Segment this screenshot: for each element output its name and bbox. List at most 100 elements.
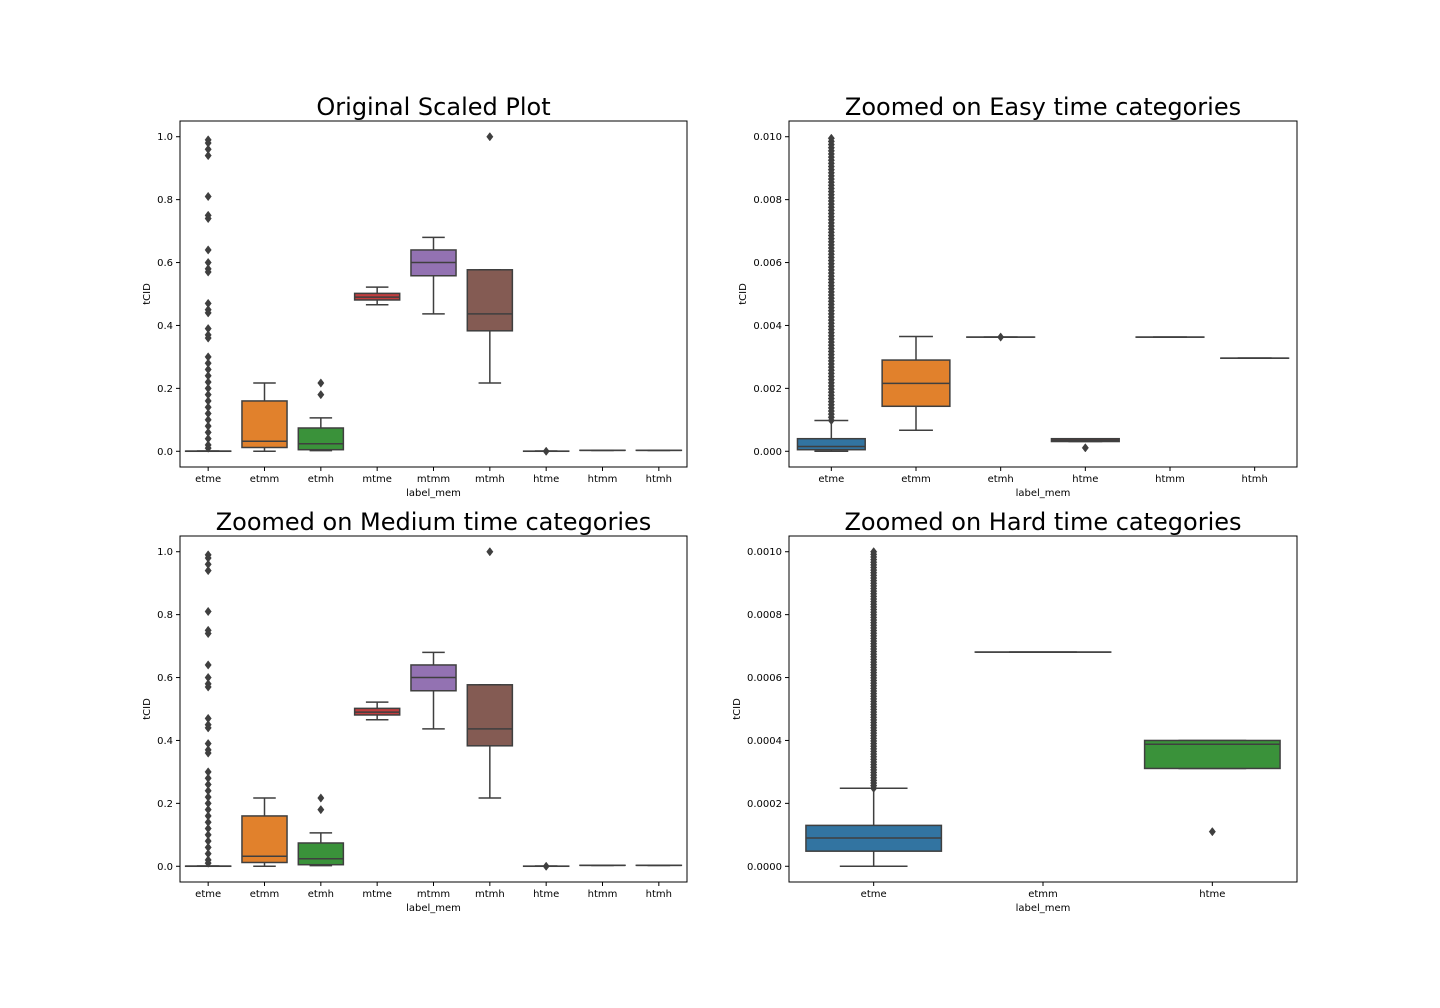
y-tick-label: 0.0004 [747, 736, 782, 747]
y-tick-label: 0.8 [157, 195, 173, 206]
box-etmm [241, 797, 288, 868]
outlier-point [204, 443, 212, 453]
x-axis-label: label_mem [406, 488, 461, 499]
x-tick-label: htmh [646, 474, 672, 485]
x-tick-label: mtmm [417, 474, 450, 485]
iqr-box [1143, 739, 1281, 770]
outlier-point [204, 245, 212, 255]
outlier-point [542, 861, 550, 871]
x-tick-label: etmh [308, 889, 334, 900]
chart-title: Zoomed on Hard time categories [844, 508, 1241, 536]
x-tick-label: etme [861, 889, 887, 900]
x-axis-label: label_mem [1016, 488, 1071, 499]
iqr-box [466, 269, 514, 332]
outlier-point [204, 682, 212, 692]
box-mtmm [410, 236, 457, 315]
x-tick-label: mtmh [475, 889, 505, 900]
y-tick-label: 0.6 [157, 258, 173, 269]
outlier-point [204, 660, 212, 670]
outlier-point [204, 191, 212, 202]
y-axis-label: tCID [142, 698, 153, 720]
axes-frame [179, 535, 688, 883]
panel-3: Zoomed on Medium time categories 0.0 0.2 0.… [142, 508, 688, 914]
box-etmm [241, 382, 288, 453]
outlier-point [486, 132, 494, 142]
x-tick-label: htmm [588, 889, 618, 900]
y-tick-label: 0.8 [157, 610, 173, 621]
box-mtmh [466, 132, 514, 384]
x-tick-label: mtme [362, 474, 392, 485]
x-tick-label: htmm [1155, 474, 1185, 485]
y-tick-label: 0.4 [157, 321, 173, 332]
x-tick-label: htme [533, 889, 559, 900]
x-tick-label: etmh [308, 474, 334, 485]
y-tick-label: 0.0 [157, 447, 173, 458]
x-tick-label: htmh [1241, 474, 1267, 485]
box-mtmh [466, 547, 514, 799]
outlier-point [204, 150, 212, 161]
x-axis-label: label_mem [406, 903, 461, 914]
axes-frame [179, 120, 688, 468]
y-tick-label: 0.0000 [747, 862, 782, 873]
y-tick-label: 0.008 [753, 195, 782, 206]
x-tick-label: etmm [250, 474, 280, 485]
outlier-point [827, 133, 835, 143]
outlier-point [870, 547, 878, 557]
x-tick-label: mtmm [417, 889, 450, 900]
iqr-box [241, 815, 288, 864]
y-tick-label: 0.0006 [747, 673, 782, 684]
outlier-point [204, 723, 212, 733]
box-htme [522, 446, 570, 456]
box-etme [184, 550, 232, 868]
outlier-point [204, 213, 212, 224]
panel-2: Zoomed on Easy time categories 0.000 0.002… [738, 93, 1298, 499]
outlier-point [542, 446, 550, 456]
x-tick-label: etmm [250, 889, 280, 900]
y-tick-label: 0.002 [753, 384, 782, 395]
y-tick-label: 0.0002 [747, 799, 782, 810]
y-tick-label: 1.0 [157, 547, 173, 558]
y-axis-label: tCID [732, 698, 743, 720]
outlier-point [204, 748, 212, 758]
box-etmh [297, 378, 345, 452]
y-tick-label: 1.0 [157, 132, 173, 143]
box-etme [184, 135, 232, 453]
box-etme [796, 133, 866, 453]
outlier-point [317, 390, 325, 400]
chart-title: Zoomed on Medium time categories [216, 508, 652, 536]
x-tick-label: mtmh [475, 474, 505, 485]
x-tick-label: etmh [988, 474, 1014, 485]
y-tick-label: 0.010 [753, 132, 782, 143]
y-tick-label: 0.004 [753, 321, 782, 332]
box-htme [522, 861, 570, 871]
outlier-point [204, 565, 212, 576]
x-tick-label: htme [1072, 474, 1098, 485]
outlier-point [317, 805, 325, 815]
iqr-box [297, 842, 345, 866]
outlier-point [317, 793, 325, 803]
outlier-point [204, 606, 212, 617]
outlier-point [204, 628, 212, 639]
y-tick-label: 0.006 [753, 258, 782, 269]
x-tick-label: htme [533, 474, 559, 485]
box-htme [1143, 739, 1281, 837]
outlier-point [204, 267, 212, 277]
outlier-point [486, 547, 494, 557]
x-tick-label: htmm [588, 474, 618, 485]
box-mtme [353, 286, 401, 306]
y-tick-label: 0.0010 [747, 547, 782, 558]
outlier-point [204, 333, 212, 343]
y-tick-label: 0.2 [157, 799, 173, 810]
y-axis-label: tCID [738, 283, 749, 305]
x-tick-label: etmm [1028, 889, 1058, 900]
x-tick-label: htmh [646, 889, 672, 900]
y-tick-label: 0.4 [157, 736, 173, 747]
outlier-point [1081, 443, 1089, 453]
x-tick-label: mtme [362, 889, 392, 900]
x-tick-label: etme [818, 474, 844, 485]
outlier-point [1208, 827, 1216, 837]
x-tick-label: etmm [901, 474, 931, 485]
box-mtme [353, 701, 401, 721]
box-etmh [297, 793, 345, 867]
